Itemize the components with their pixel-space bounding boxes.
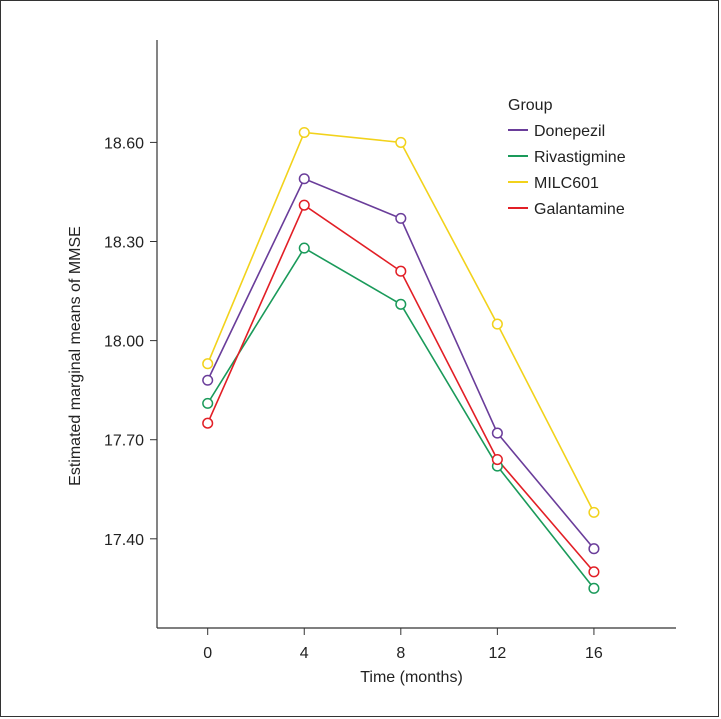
x-tick-label: 0 (203, 645, 212, 662)
y-tick-label: 18.60 (104, 135, 144, 152)
data-point-rivastigmine (395, 298, 407, 310)
legend-title: Group (508, 97, 553, 114)
data-point-rivastigmine (298, 242, 310, 254)
y-tick-label: 17.70 (104, 433, 144, 450)
y-tick-label: 17.40 (104, 532, 144, 549)
data-point-milc601 (588, 506, 600, 518)
legend-label-donepezil: Donepezil (534, 123, 605, 140)
x-tick-label: 8 (396, 645, 405, 662)
data-point-galantamine (298, 199, 310, 211)
legend: Group Donepezil Rivastigmine MILC601 Galant… (508, 97, 626, 218)
y-axis-ticks: 17.40 17.70 18.00 18.30 18.60 (104, 135, 157, 549)
x-tick-label: 16 (585, 645, 603, 662)
series-line-donepezil (206, 177, 595, 550)
x-tick-label: 12 (488, 645, 506, 662)
data-point-rivastigmine (588, 582, 600, 594)
data-point-galantamine (491, 453, 503, 466)
data-point-milc601 (491, 318, 503, 330)
legend-label-rivastigmine: Rivastigmine (534, 149, 626, 166)
x-tick-label: 4 (300, 645, 309, 662)
data-point-galantamine (588, 566, 600, 578)
data-point-donepezil (588, 543, 600, 555)
x-axis-title: Time (months) (360, 669, 463, 686)
legend-label-milc601: MILC601 (534, 175, 599, 192)
y-tick-label: 18.00 (104, 334, 144, 351)
legend-label-galantamine: Galantamine (534, 201, 625, 218)
data-point-rivastigmine (202, 397, 214, 409)
data-point-donepezil (298, 173, 310, 185)
data-point-milc601 (202, 358, 214, 370)
data-point-donepezil (202, 374, 214, 386)
data-point-milc601 (395, 136, 407, 148)
series-layer (202, 126, 600, 594)
chart-axes (156, 40, 676, 629)
data-point-donepezil (491, 427, 503, 439)
x-axis-ticks: 0 4 8 12 16 (203, 628, 603, 662)
y-axis-title: Estimated marginal means of MMSE (67, 226, 84, 486)
y-tick-label: 18.30 (104, 235, 144, 252)
data-point-galantamine (395, 265, 407, 277)
data-point-galantamine (202, 417, 214, 429)
data-point-milc601 (298, 126, 310, 139)
data-point-donepezil (395, 212, 407, 224)
